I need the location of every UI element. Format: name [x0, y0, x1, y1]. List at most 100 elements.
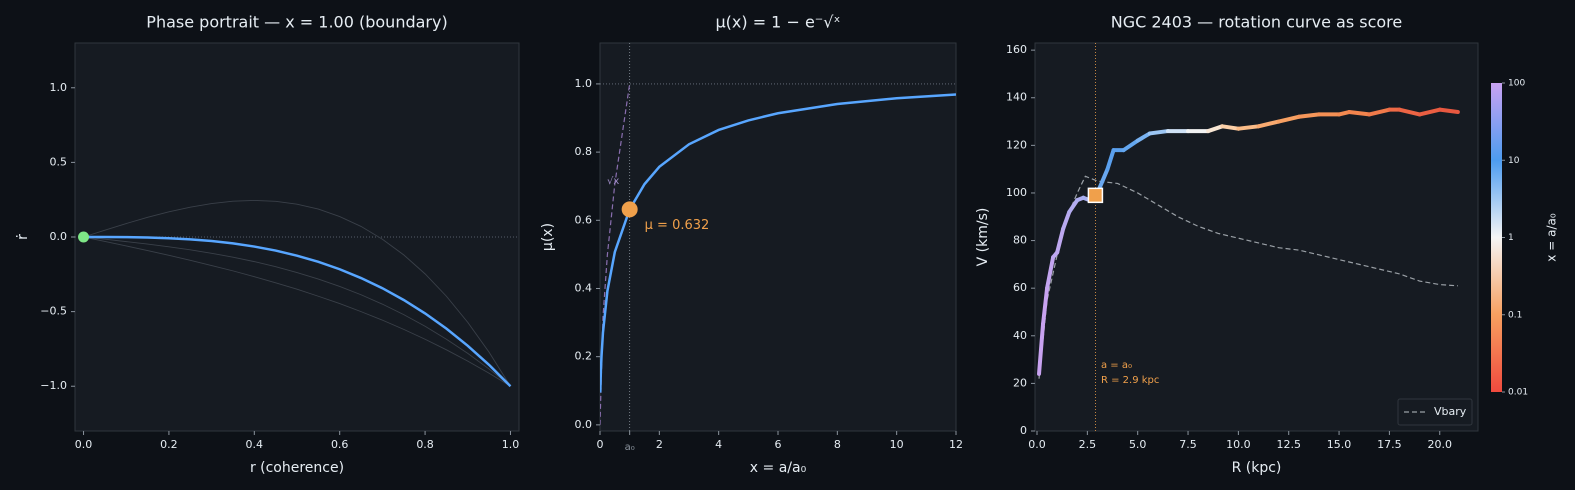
y-tick-label: 0	[1020, 424, 1027, 437]
colorbar	[1491, 83, 1502, 392]
x-tick-label: 15.0	[1327, 438, 1352, 451]
y-tick-label: 20	[1013, 376, 1027, 389]
colorbar-tick-label: 10	[1508, 156, 1520, 166]
curve	[83, 199, 511, 387]
y-tick-label: 100	[1006, 186, 1027, 199]
curve-segment	[1417, 107, 1442, 117]
y-axis-label: ṙ	[15, 234, 31, 240]
y-tick-label: 0.4	[575, 281, 593, 294]
curve-segment	[1045, 255, 1056, 291]
curve	[83, 236, 511, 387]
x-tick-label: 0.4	[246, 438, 264, 451]
curve-segment	[1061, 210, 1072, 231]
curve	[1038, 175, 1458, 379]
colorbar-tick-label: 0.1	[1508, 310, 1522, 320]
curve-segment	[1041, 286, 1050, 326]
y-tick-label: −1.0	[40, 379, 67, 392]
x-tick-label: 8	[834, 438, 841, 451]
curve	[83, 235, 512, 388]
curve	[600, 83, 631, 425]
colorbar-label: x = a/a₀	[1545, 213, 1559, 262]
curve	[83, 236, 511, 387]
colorbar-tick-label: 0.01	[1508, 388, 1528, 398]
plot-layer	[75, 199, 519, 388]
x-tick-label: 6	[775, 438, 782, 451]
curve-segment	[1206, 124, 1225, 134]
chart-title: Phase portrait — x = 1.00 (boundary)	[146, 13, 447, 32]
y-axis-label: μ(x)	[540, 223, 556, 251]
curve-segment	[1347, 110, 1372, 117]
y-tick-label: 0.2	[575, 350, 593, 363]
x-tick-label: 7.5	[1179, 438, 1197, 451]
y-tick-label: 0.8	[575, 145, 593, 158]
annotation: a = a₀	[1101, 360, 1132, 371]
y-tick-label: 0.0	[50, 230, 68, 243]
curve-segment	[1296, 112, 1321, 119]
curve-segment	[1236, 124, 1261, 131]
curve-segment	[1055, 226, 1066, 255]
y-tick-label: 0.0	[575, 418, 593, 431]
y-tick-label: 120	[1006, 138, 1027, 151]
y-tick-label: 1.0	[575, 77, 593, 90]
x-tick-label: 2.5	[1079, 438, 1097, 451]
x-tick-label: 12	[949, 438, 963, 451]
curve-segment	[1121, 138, 1140, 153]
x-tick-label: 17.5	[1377, 438, 1402, 451]
x-tick-label: 0.8	[416, 438, 434, 451]
y-tick-label: 0.5	[50, 155, 68, 168]
y-tick-label: 1.0	[50, 81, 68, 94]
curve-segment	[1397, 107, 1422, 117]
plot-layer	[600, 43, 956, 431]
x-axis-label: x = a/a₀	[750, 460, 807, 476]
colorbar-tick-label: 100	[1508, 79, 1525, 89]
curve-segment	[1037, 321, 1046, 376]
y-tick-label: 140	[1006, 91, 1027, 104]
x-tick-label: 10	[890, 438, 904, 451]
legend-box	[1397, 398, 1473, 426]
plot-layer	[1037, 43, 1460, 431]
y-tick-label: −0.5	[40, 305, 67, 318]
x-tick-label: 0.6	[331, 438, 349, 451]
y-axis-label: V (km/s)	[975, 208, 991, 267]
annotation: R = 2.9 kpc	[1101, 375, 1159, 386]
y-tick-label: 40	[1013, 329, 1027, 342]
curve-segment	[1276, 114, 1301, 124]
x-tick-label: 1.0	[502, 438, 520, 451]
x-tick-label: 4	[715, 438, 722, 451]
x-tick-label: 0.0	[75, 438, 93, 451]
x-tick-label: 20.0	[1427, 438, 1452, 451]
x-tick-label: 0.2	[160, 438, 178, 451]
x-tick-label: 10.0	[1226, 438, 1251, 451]
marker	[621, 201, 638, 218]
curve-segment	[1256, 119, 1281, 129]
marker	[78, 231, 90, 243]
x-tick-label: 0	[597, 438, 604, 451]
legend-label: Vbary	[1434, 405, 1467, 418]
curve-segment	[1067, 198, 1080, 215]
plot-area	[599, 42, 957, 432]
y-tick-label: 60	[1013, 281, 1027, 294]
curve-segment	[1147, 129, 1170, 136]
curve-segment	[1367, 107, 1392, 117]
curve-segment	[1220, 124, 1241, 131]
curve-segment	[1105, 148, 1116, 172]
x-tick-label: 0.0	[1028, 438, 1046, 451]
y-tick-label: 0.6	[575, 213, 593, 226]
x-axis-label: R (kpc)	[1232, 460, 1282, 476]
x-tick-label: 5.0	[1129, 438, 1147, 451]
curve-segment	[1437, 107, 1460, 115]
x-tick-label: 12.5	[1276, 438, 1301, 451]
chart-title: NGC 2403 — rotation curve as score	[1111, 13, 1402, 32]
chart-title: μ(x) = 1 − e⁻√ˣ	[715, 13, 840, 32]
plot-area	[1034, 42, 1479, 432]
x-tick-label: 2	[656, 438, 663, 451]
marker-label: μ = 0.632	[645, 218, 710, 233]
curve-segment	[1135, 131, 1152, 143]
colorbar-tick-label: 1	[1508, 233, 1514, 243]
annotation: √x	[607, 176, 619, 187]
x-axis-label: r (coherence)	[250, 460, 344, 476]
x-tick-label: a₀	[625, 442, 635, 453]
y-tick-label: 160	[1006, 43, 1027, 56]
marker	[1087, 187, 1104, 204]
